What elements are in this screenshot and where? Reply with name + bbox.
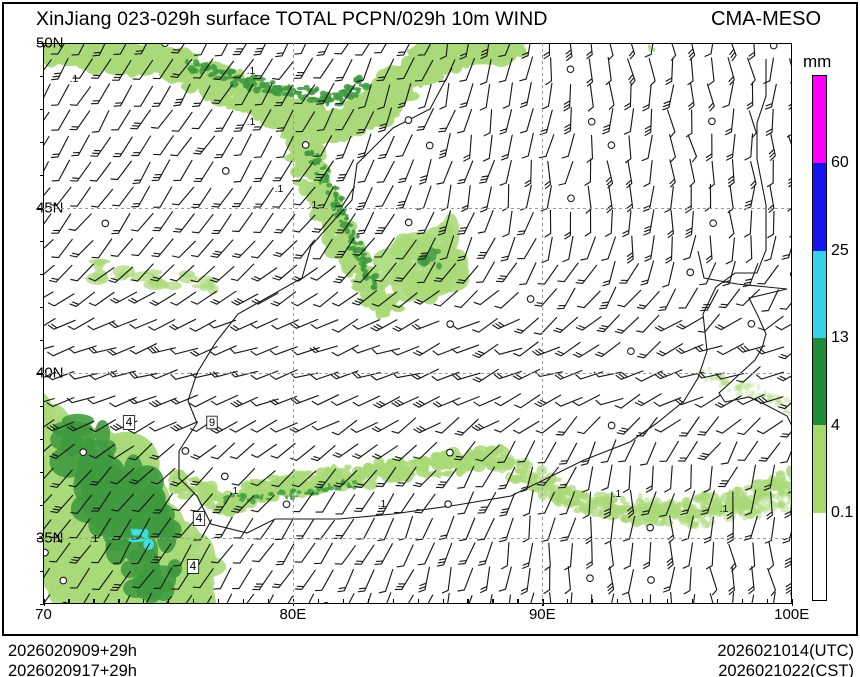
svg-text:.1: .1 — [720, 503, 729, 515]
svg-text:.1: .1 — [613, 488, 622, 500]
svg-text:9: 9 — [209, 417, 215, 429]
svg-text:4: 4 — [196, 511, 203, 525]
svg-text:4: 4 — [190, 559, 197, 573]
svg-text:4: 4 — [126, 415, 133, 429]
svg-text:.1: .1 — [378, 498, 387, 510]
svg-text:.1: .1 — [247, 116, 256, 128]
svg-text:.1: .1 — [247, 65, 256, 77]
svg-text:.1: .1 — [70, 73, 79, 85]
svg-text:.1: .1 — [275, 183, 284, 195]
svg-text:.1: .1 — [230, 485, 239, 497]
